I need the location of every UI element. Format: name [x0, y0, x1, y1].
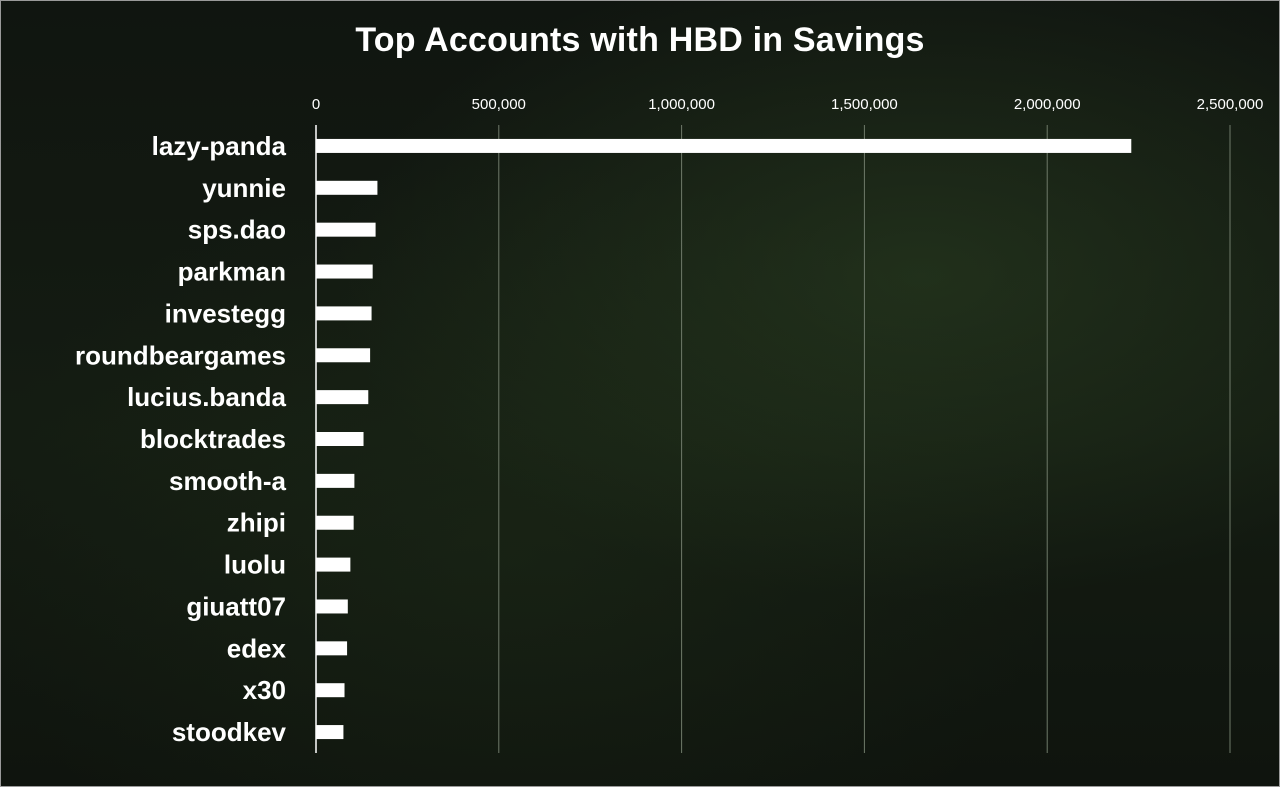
category-label: luolu [224, 550, 286, 580]
category-label: lazy-panda [152, 131, 287, 161]
bar-lazy-panda [316, 138, 1132, 153]
x-tick-label: 2,000,000 [1014, 96, 1081, 113]
bar-investegg [316, 306, 372, 321]
category-label: sps.dao [188, 215, 286, 245]
bar-zhipi [316, 515, 354, 530]
category-label: roundbeargames [75, 340, 286, 370]
x-tick-label: 1,500,000 [831, 96, 898, 113]
bar-roundbeargames [316, 348, 371, 363]
x-tick-label: 0 [312, 96, 320, 113]
category-label: yunnie [202, 173, 286, 203]
category-label: smooth-a [169, 466, 287, 496]
bar-yunnie [316, 180, 378, 195]
category-label: x30 [243, 675, 286, 705]
category-label: parkman [178, 257, 286, 287]
chart-title: Top Accounts with HBD in Savings [355, 21, 925, 59]
category-label: blocktrades [140, 424, 286, 454]
bar-blocktrades [316, 432, 364, 446]
bar-sps.dao [316, 222, 376, 237]
bar-edex [316, 641, 348, 656]
category-label: stoodkev [172, 717, 287, 747]
x-tick-label: 1,000,000 [648, 96, 715, 113]
category-label: investegg [165, 298, 286, 328]
category-label: zhipi [227, 508, 286, 538]
bar-giuatt07 [316, 599, 348, 614]
bar-lucius.banda [316, 390, 369, 405]
bar-stoodkev [316, 725, 344, 740]
bar-luolu [316, 557, 351, 572]
category-label: edex [227, 633, 287, 663]
x-tick-label: 2,500,000 [1197, 96, 1264, 113]
x-tick-label: 500,000 [472, 96, 526, 113]
bar-x30 [316, 683, 345, 698]
category-label: giuatt07 [186, 591, 286, 621]
bar-parkman [316, 264, 373, 279]
bar-smooth-a [316, 473, 355, 488]
category-label: lucius.banda [127, 382, 286, 412]
